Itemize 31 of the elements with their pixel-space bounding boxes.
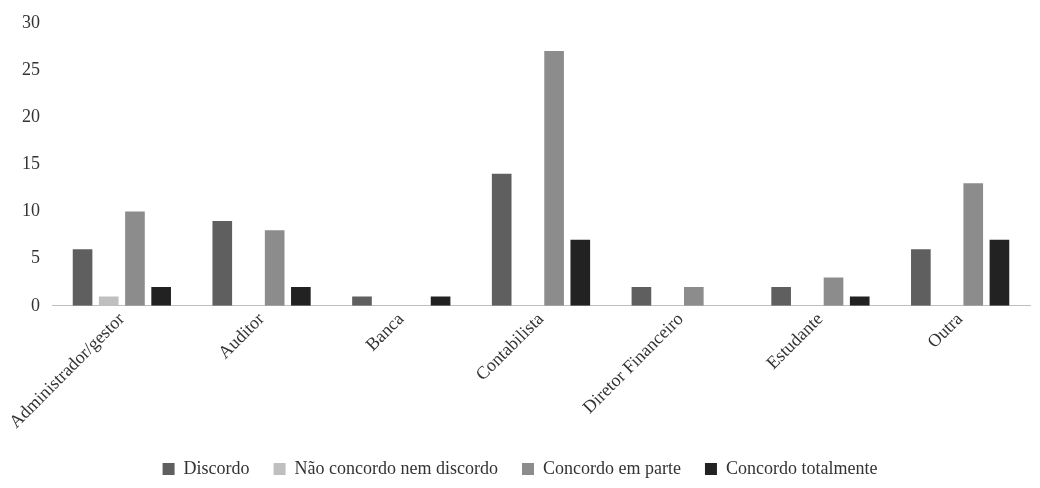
y-tick-label: 10 — [22, 200, 40, 221]
legend-label: Não concordo nem discordo — [294, 457, 499, 478]
y-tick-label: 20 — [22, 105, 40, 126]
legend-label: Discordo — [183, 457, 250, 478]
bar — [430, 296, 451, 306]
y-tick-label: 15 — [22, 153, 40, 174]
bar — [291, 286, 311, 306]
bar — [544, 51, 564, 306]
bar — [98, 296, 119, 306]
bar — [264, 230, 285, 306]
legend-label: Concordo totalmente — [725, 457, 878, 478]
bar — [125, 211, 145, 306]
bar — [771, 286, 791, 306]
y-tick-label: 0 — [31, 294, 40, 315]
bar — [631, 286, 652, 306]
bar — [823, 277, 844, 306]
bar — [683, 286, 704, 306]
bar — [151, 286, 171, 306]
bar — [849, 296, 870, 306]
bar — [212, 220, 233, 306]
bar — [72, 249, 93, 306]
y-tick-label: 30 — [22, 11, 40, 32]
y-tick-label: 25 — [22, 58, 40, 79]
bar — [570, 239, 591, 306]
bar — [491, 173, 512, 306]
y-tick-label: 5 — [31, 247, 40, 268]
bar — [989, 239, 1010, 306]
bar — [911, 249, 931, 306]
bar — [963, 183, 984, 306]
bar — [352, 296, 372, 306]
legend-label: Concordo em parte — [543, 457, 681, 478]
